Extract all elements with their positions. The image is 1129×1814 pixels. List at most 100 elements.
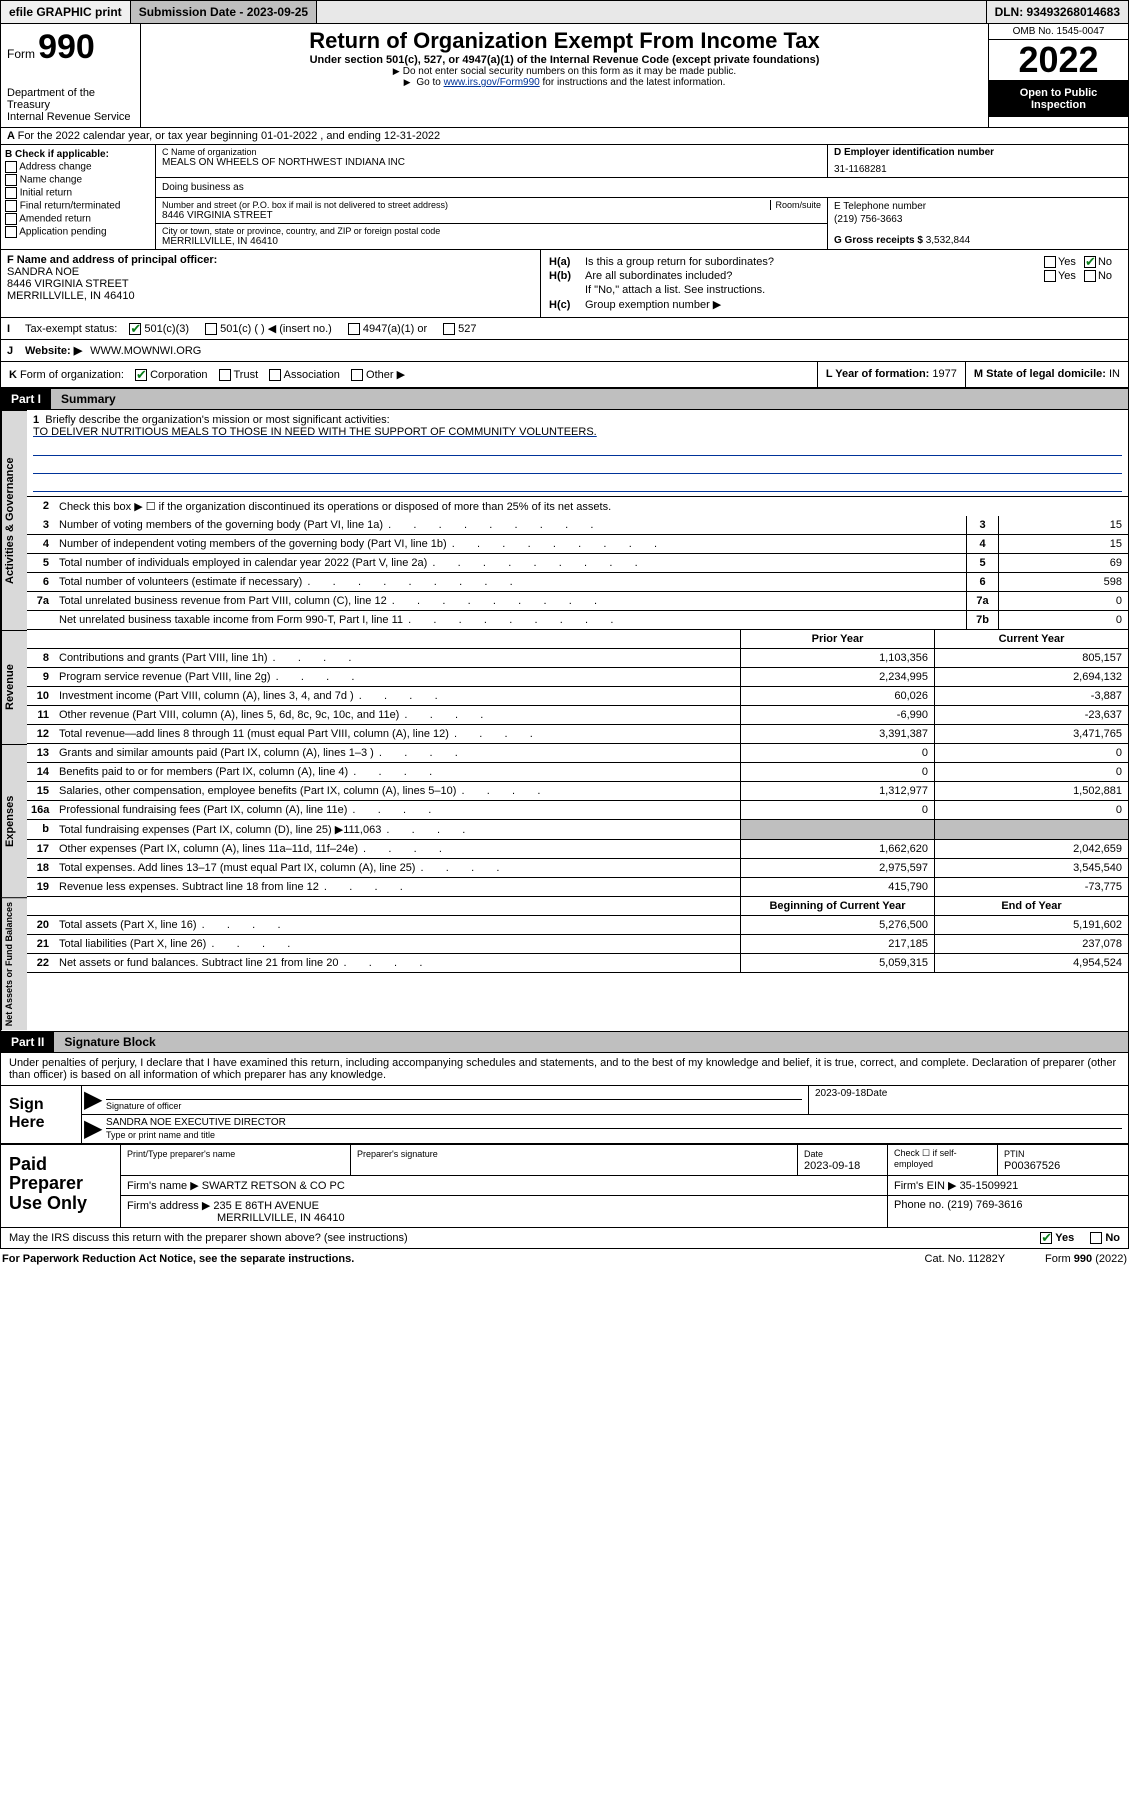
preparer-row3: Firm's address ▶ 235 E 86TH AVENUEMERRIL…: [121, 1196, 1128, 1227]
paid-preparer-label: Paid Preparer Use Only: [1, 1145, 121, 1227]
gov-row: 6Total number of volunteers (estimate if…: [27, 573, 1128, 592]
data-row: 19Revenue less expenses. Subtract line 1…: [27, 878, 1128, 897]
efile-graphic-print[interactable]: efile GRAPHIC print: [1, 1, 131, 23]
chk-application-pending[interactable]: Application pending: [5, 226, 151, 238]
ein-value: 31-1168281: [834, 164, 1122, 175]
sig-officer[interactable]: Signature of officer: [100, 1086, 808, 1114]
org-name-cell: C Name of organization MEALS ON WHEELS O…: [156, 145, 828, 177]
part1-header: Part I Summary: [0, 388, 1129, 410]
governance-tab: Activities & Governance: [1, 410, 27, 630]
k-association[interactable]: Association: [269, 369, 340, 381]
k-corporation[interactable]: Corporation: [135, 369, 208, 381]
goto-note: Go to www.irs.gov/Form990 for instructio…: [145, 77, 984, 88]
phone-value: (219) 756-3663: [834, 214, 1122, 225]
k-trust[interactable]: Trust: [219, 369, 259, 381]
data-row: 18Total expenses. Add lines 13–17 (must …: [27, 859, 1128, 878]
city-value: MERRILLVILLE, IN 46410: [162, 236, 821, 247]
line2-checkbox: 2 Check this box ▶ ☐ if the organization…: [27, 497, 1128, 516]
paid-preparer-block: Paid Preparer Use Only Print/Type prepar…: [0, 1145, 1129, 1228]
dba-row: Doing business as: [156, 178, 1128, 198]
chk-name-change[interactable]: Name change: [5, 174, 151, 186]
year-header-rev: Prior Year Current Year: [27, 630, 1128, 649]
form-ref: Form 990 (2022): [1045, 1253, 1127, 1265]
col-h-group: H(a) Is this a group return for subordin…: [541, 250, 1128, 317]
briefly-describe: 1 Briefly describe the organization's mi…: [27, 410, 1128, 497]
expenses-section: Expenses 13Grants and similar amounts pa…: [0, 744, 1129, 897]
ein-cell: D Employer identification number 31-1168…: [828, 145, 1128, 177]
org-name: MEALS ON WHEELS OF NORTHWEST INDIANA INC: [162, 157, 821, 168]
header-left: Form 990 Department of the Treasury Inte…: [1, 24, 141, 127]
gov-row: 4Number of independent voting members of…: [27, 535, 1128, 554]
data-row: 20Total assets (Part X, line 16)5,276,50…: [27, 916, 1128, 935]
irs-link[interactable]: www.irs.gov/Form990: [444, 77, 540, 88]
col-cd: C Name of organization MEALS ON WHEELS O…: [156, 145, 1128, 249]
signature-block: Under penalties of perjury, I declare th…: [0, 1053, 1129, 1145]
ssn-note: Do not enter social security numbers on …: [145, 66, 984, 77]
sign-here-label: Sign Here: [1, 1086, 81, 1143]
phone-label: E Telephone number: [834, 201, 1122, 212]
data-row: 17Other expenses (Part IX, column (A), l…: [27, 840, 1128, 859]
opt-501c[interactable]: 501(c) ( ) ◀ (insert no.): [205, 322, 332, 335]
row-i-tax-status: I Tax-exempt status: 501(c)(3) 501(c) ( …: [0, 318, 1129, 340]
officer-street: 8446 VIRGINIA STREET: [7, 278, 534, 290]
website-value: WWW.MOWNWI.ORG: [90, 345, 201, 357]
netassets-section: Net Assets or Fund Balances Beginning of…: [0, 897, 1129, 1030]
discuss-no[interactable]: No: [1090, 1232, 1120, 1244]
form-title: Return of Organization Exempt From Incom…: [145, 28, 984, 54]
ha-no[interactable]: No: [1084, 256, 1120, 268]
self-employed-check[interactable]: Check ☐ if self-employed: [888, 1145, 998, 1175]
opt-527[interactable]: 527: [443, 323, 476, 335]
k-other[interactable]: Other ▶: [351, 369, 405, 381]
data-row: 22Net assets or fund balances. Subtract …: [27, 954, 1128, 973]
street-value: 8446 VIRGINIA STREET: [162, 210, 821, 221]
mission-text: TO DELIVER NUTRITIOUS MEALS TO THOSE IN …: [33, 426, 597, 438]
gov-row: 3Number of voting members of the governi…: [27, 516, 1128, 535]
submission-date[interactable]: Submission Date - 2023-09-25: [131, 1, 317, 23]
omb-number: OMB No. 1545-0047: [989, 24, 1128, 40]
k-form-org: K Form of organization: Corporation Trus…: [1, 362, 818, 387]
data-row: 10Investment income (Part VIII, column (…: [27, 687, 1128, 706]
addr-wrap: Number and street (or P.O. box if mail i…: [156, 198, 1128, 249]
header-right: OMB No. 1545-0047 2022 Open to Public In…: [988, 24, 1128, 127]
gross-value: 3,532,844: [926, 235, 971, 246]
street-row: Number and street (or P.O. box if mail i…: [156, 198, 827, 224]
data-row: bTotal fundraising expenses (Part IX, co…: [27, 820, 1128, 840]
m-state-domicile: M State of legal domicile: IN: [966, 362, 1128, 387]
data-row: 16aProfessional fundraising fees (Part I…: [27, 801, 1128, 820]
penalty-text: Under penalties of perjury, I declare th…: [1, 1053, 1128, 1086]
part2-header: Part II Signature Block: [0, 1031, 1129, 1053]
open-inspection: Open to Public Inspection: [989, 81, 1128, 117]
chk-address-change[interactable]: Address change: [5, 161, 151, 173]
hb-yes[interactable]: Yes: [1044, 270, 1084, 282]
revenue-tab: Revenue: [1, 630, 27, 744]
gov-row: Net unrelated business taxable income fr…: [27, 611, 1128, 630]
ha-yes[interactable]: Yes: [1044, 256, 1084, 268]
netassets-tab: Net Assets or Fund Balances: [1, 897, 27, 1030]
data-row: 11Other revenue (Part VIII, column (A), …: [27, 706, 1128, 725]
sig-arrow-icon: ▶: [82, 1086, 100, 1114]
tax-year: 2022: [989, 40, 1128, 81]
opt-501c3[interactable]: 501(c)(3): [129, 323, 189, 335]
gov-row: 7aTotal unrelated business revenue from …: [27, 592, 1128, 611]
chk-amended-return[interactable]: Amended return: [5, 213, 151, 225]
preparer-row1: Print/Type preparer's name Preparer's si…: [121, 1145, 1128, 1176]
chk-initial-return[interactable]: Initial return: [5, 187, 151, 199]
addr-left: Number and street (or P.O. box if mail i…: [156, 198, 828, 249]
gov-row: 5Total number of individuals employed in…: [27, 554, 1128, 573]
discuss-yes[interactable]: Yes: [1040, 1232, 1074, 1244]
sign-here-grid: Sign Here ▶ Signature of officer 2023-09…: [1, 1086, 1128, 1144]
chk-final-return[interactable]: Final return/terminated: [5, 200, 151, 212]
form-number: 990: [38, 28, 95, 67]
data-row: 13Grants and similar amounts paid (Part …: [27, 744, 1128, 763]
sig-date: 2023-09-18Date: [808, 1086, 1128, 1114]
data-row: 8Contributions and grants (Part VIII, li…: [27, 649, 1128, 668]
officer-city: MERRILLVILLE, IN 46410: [7, 290, 534, 302]
col-b-checkboxes: B Check if applicable: Address change Na…: [1, 145, 156, 249]
opt-4947[interactable]: 4947(a)(1) or: [348, 323, 427, 335]
hb-no[interactable]: No: [1084, 270, 1120, 282]
data-row: 12Total revenue—add lines 8 through 11 (…: [27, 725, 1128, 744]
l-year-formation: L Year of formation: 1977: [818, 362, 966, 387]
irs: Internal Revenue Service: [7, 111, 134, 123]
data-row: 15Salaries, other compensation, employee…: [27, 782, 1128, 801]
discuss-row: May the IRS discuss this return with the…: [0, 1228, 1129, 1249]
